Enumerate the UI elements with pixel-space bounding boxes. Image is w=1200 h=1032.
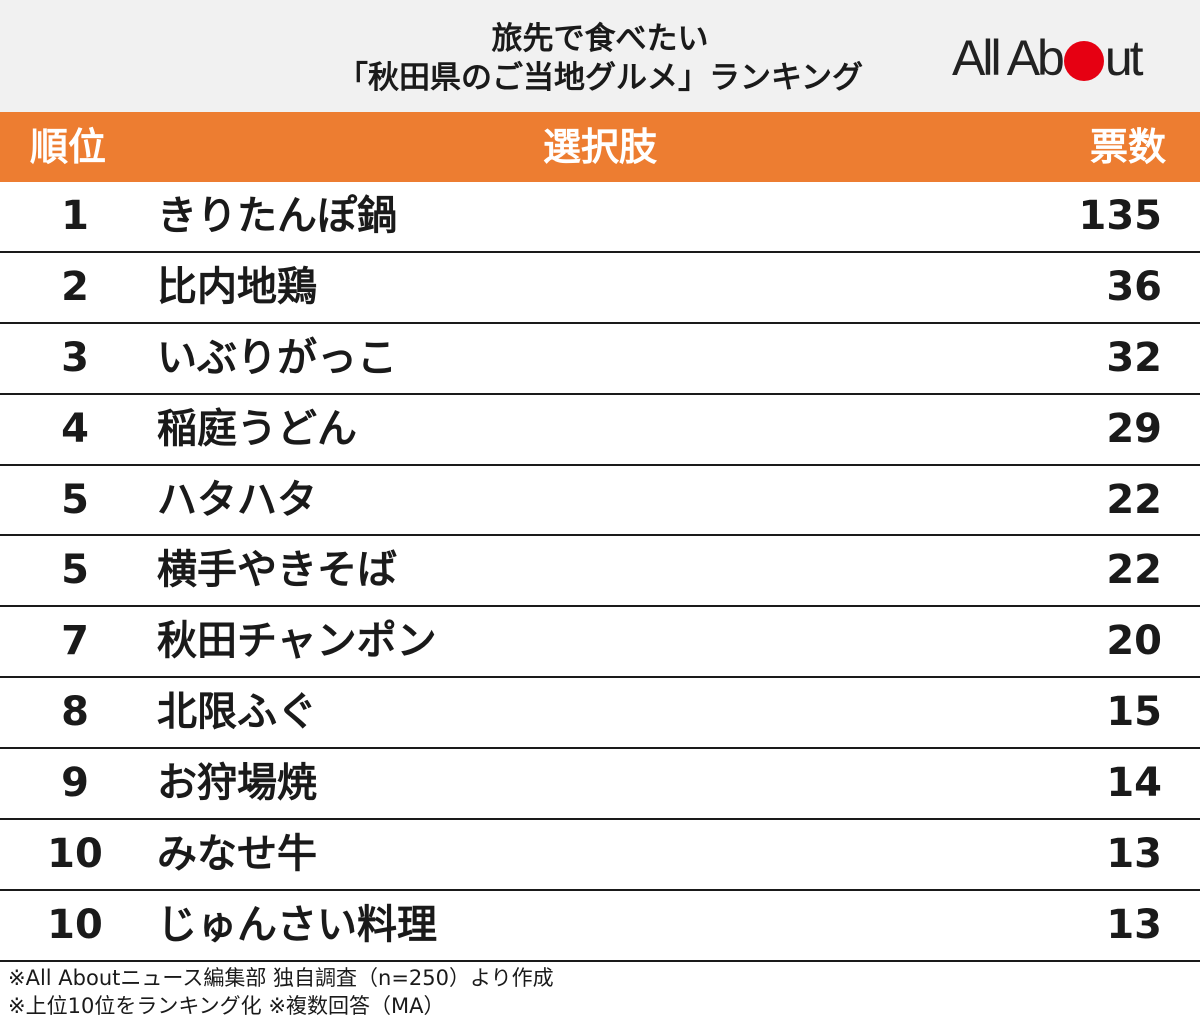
rank-cell: 2 xyxy=(61,263,89,310)
rank-cell: 3 xyxy=(61,334,89,381)
all-about-logo: All Ab ut xyxy=(952,30,1144,86)
table-row: 4 稲庭うどん 29 xyxy=(0,395,1200,466)
logo-red-dot xyxy=(1063,41,1104,81)
rank-cell: 4 xyxy=(61,405,89,452)
table-row: 5 横手やきそば 22 xyxy=(0,536,1200,608)
rank-cell: 9 xyxy=(61,760,89,807)
choice-cell: 比内地鶏 xyxy=(157,263,317,310)
votes-cell: 13 xyxy=(1106,831,1162,878)
choice-cell: いぶりがっこ xyxy=(157,334,397,381)
rank-cell: 5 xyxy=(61,476,89,523)
votes-cell: 14 xyxy=(1106,760,1162,807)
choice-cell: みなせ牛 xyxy=(157,831,317,878)
rank-cell: 1 xyxy=(61,193,89,239)
rank-cell: 7 xyxy=(61,618,89,665)
votes-cell: 13 xyxy=(1106,901,1162,948)
rank-cell: 10 xyxy=(47,901,103,948)
column-header-votes: 票数 xyxy=(1089,125,1166,169)
choice-cell: 横手やきそば xyxy=(157,547,397,594)
table-row: 10 じゅんさい料理 13 xyxy=(0,891,1200,962)
votes-cell: 135 xyxy=(1078,193,1163,239)
ranking-table-body: 1 きりたんぽ鍋 135 2 比内地鶏 36 3 いぶりがっこ 32 4 稲庭うどん 29 5 ハタハタ 2… xyxy=(0,182,1200,962)
choice-cell: きりたんぽ鍋 xyxy=(157,193,397,239)
table-row: 8 北限ふぐ 15 xyxy=(0,678,1200,750)
logo-text-right: ut xyxy=(1104,30,1144,86)
table-header: 選択肢 順位 票数 xyxy=(0,112,1200,182)
title-line-1: 旅先で食べたい xyxy=(491,21,709,57)
table-row: 2 比内地鶏 36 xyxy=(0,253,1200,324)
logo-text-left: All Ab xyxy=(952,30,1065,86)
table-row: 5 ハタハタ 22 xyxy=(0,466,1200,537)
title-line-2: 「秋田県のご当地グルメ」ランキング xyxy=(336,60,864,96)
choice-cell: ハタハタ xyxy=(157,476,317,523)
choice-cell: 秋田チャンポン xyxy=(157,618,437,665)
rank-cell: 8 xyxy=(61,689,89,736)
choice-cell: お狩場焼 xyxy=(157,760,317,807)
votes-cell: 29 xyxy=(1106,405,1162,452)
votes-cell: 22 xyxy=(1106,547,1162,594)
votes-cell: 15 xyxy=(1106,689,1162,736)
title-band xyxy=(0,0,1200,112)
footnote-source: ※All Aboutニュース編集部 独自調査（n=250）より作成 xyxy=(8,966,554,990)
table-row: 3 いぶりがっこ 32 xyxy=(0,324,1200,395)
chart-title: 旅先で食べたい 「秋田県のご当地グルメ」ランキング xyxy=(0,20,1200,98)
footnotes: ※All Aboutニュース編集部 独自調査（n=250）より作成 ※上位10位… xyxy=(8,964,554,1020)
column-header-rank: 順位 xyxy=(30,125,107,169)
table-row: 10 みなせ牛 13 xyxy=(0,820,1200,891)
votes-cell: 32 xyxy=(1106,334,1162,381)
votes-cell: 22 xyxy=(1106,476,1162,523)
choice-cell: じゅんさい料理 xyxy=(157,901,437,948)
table-row: 1 きりたんぽ鍋 135 xyxy=(0,182,1200,253)
rank-cell: 10 xyxy=(47,831,103,878)
choice-cell: 北限ふぐ xyxy=(157,689,317,736)
table-row: 7 秋田チャンポン 20 xyxy=(0,607,1200,679)
column-header-choice: 選択肢 xyxy=(542,125,657,169)
footnote-method: ※上位10位をランキング化 ※複数回答（MA） xyxy=(8,994,445,1018)
votes-cell: 36 xyxy=(1106,263,1162,310)
table-row: 9 お狩場焼 14 xyxy=(0,749,1200,821)
rank-cell: 5 xyxy=(61,547,89,594)
votes-cell: 20 xyxy=(1106,618,1162,665)
choice-cell: 稲庭うどん xyxy=(157,405,357,452)
